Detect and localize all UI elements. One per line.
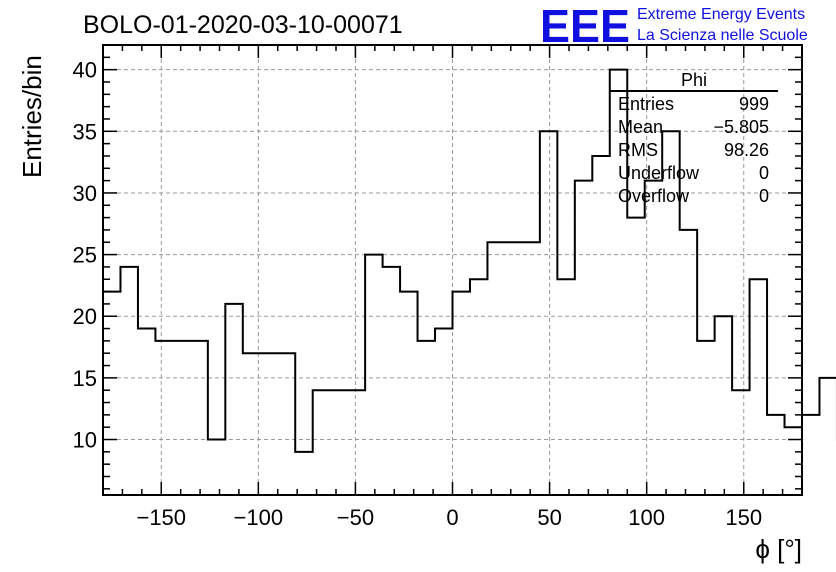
x-tick-label: −150 [136,505,186,530]
logo-line-2: La Scienza nelle Scuole [637,27,808,44]
y-tick-label: 35 [73,119,97,144]
x-axis-title: ϕ [°] [755,534,802,564]
eee-logo: EEE Extreme Energy Events La Scienza nel… [540,0,808,52]
stats-label-overflow: Overflow [618,186,690,206]
y-tick-label: 15 [73,366,97,391]
stats-box: Phi Entries 999 Mean −5.805 RMS 98.26 Un… [610,70,778,206]
stats-name: Phi [681,70,707,90]
x-tick-label: −50 [337,505,374,530]
y-tick-label: 30 [73,181,97,206]
y-tick-label: 20 [73,304,97,329]
stats-value-rms: 98.26 [724,140,769,160]
y-tick-label: 10 [73,428,97,453]
stats-label-underflow: Underflow [618,163,700,183]
stats-label-mean: Mean [618,117,663,137]
grid-lines [103,45,802,495]
stats-value-entries: 999 [739,94,769,114]
chart-title: BOLO-01-2020-03-10-00071 [83,11,403,39]
y-tick-label: 25 [73,243,97,268]
x-tick-label: 100 [628,505,665,530]
tick-labels: −150 −100 −50 0 50 100 150 10 15 20 25 30 35 40 [73,58,763,530]
x-tick-label: 150 [725,505,762,530]
stats-value-underflow: 0 [759,163,769,183]
stats-label-entries: Entries [618,94,674,114]
stats-value-mean: −5.805 [713,117,769,137]
y-tick-label: 40 [73,58,97,83]
x-tick-label: 50 [537,505,561,530]
axis-ticks [102,45,803,495]
logo-mark: EEE [540,0,630,52]
x-tick-label: −100 [234,505,284,530]
y-axis-title: Entries/bin [17,55,47,178]
stats-value-overflow: 0 [759,186,769,206]
stats-label-rms: RMS [618,140,658,160]
histogram-step-line [103,68,836,453]
logo-line-1: Extreme Energy Events [637,6,805,23]
x-tick-label: 0 [446,505,458,530]
